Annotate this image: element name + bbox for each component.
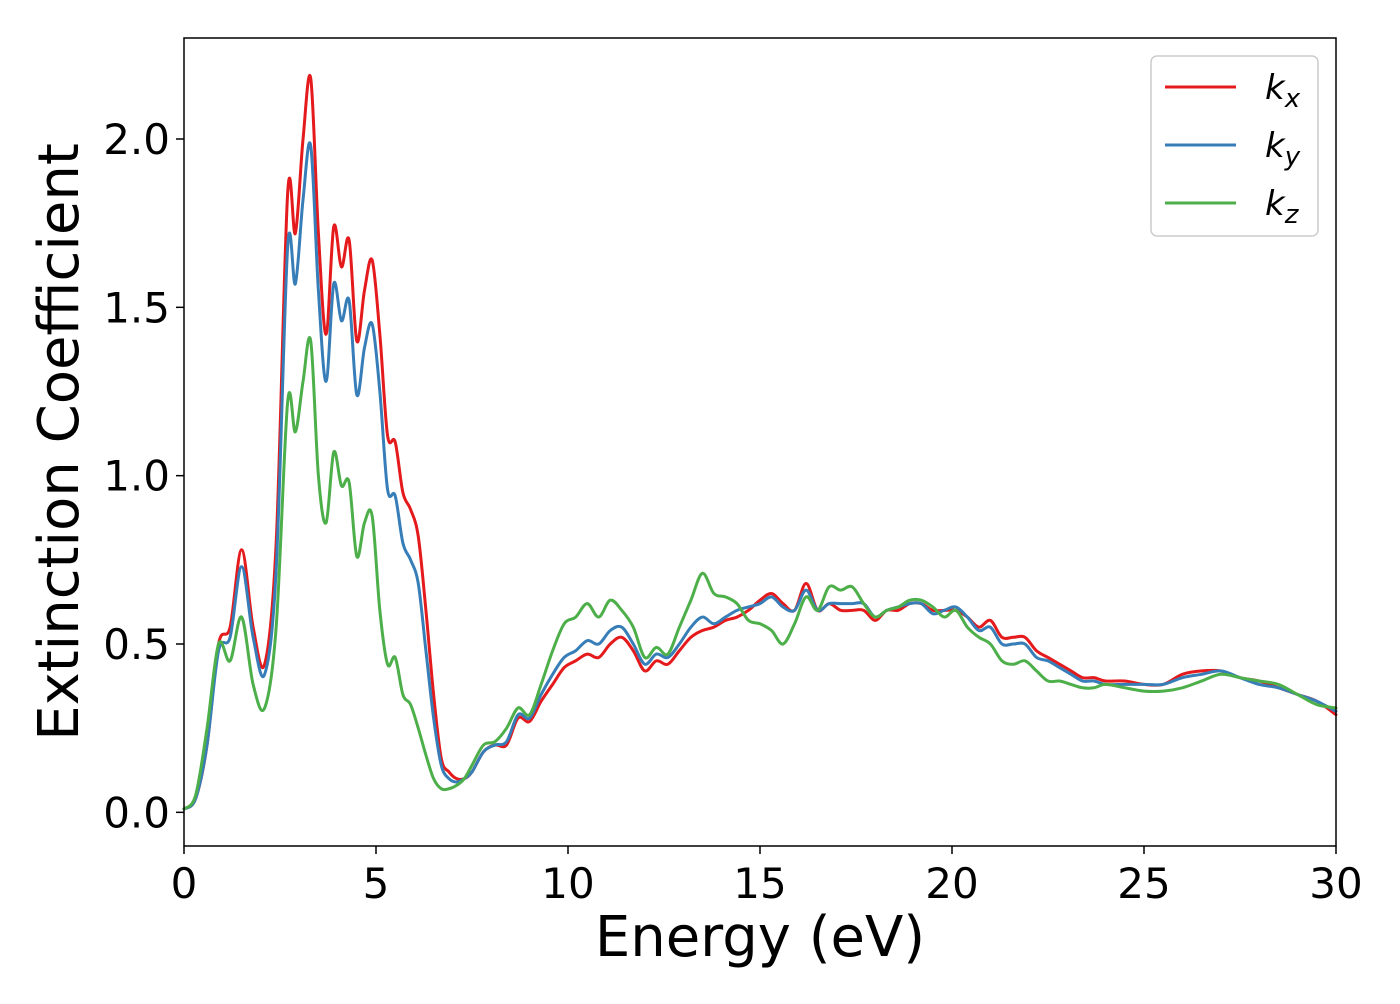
x-tick-label: 5: [363, 859, 390, 908]
series-layer: [182, 74, 1338, 811]
y-tick-label: 1.0: [103, 452, 170, 501]
y-tick-label: 1.5: [103, 283, 170, 332]
legend-entries: kx ky kz: [1165, 68, 1301, 230]
legend-label-ky: ky: [1265, 126, 1301, 172]
series-line-ky: [182, 141, 1338, 811]
y-tick-label: 0.5: [103, 620, 170, 669]
plot-area-background: [184, 38, 1336, 846]
y-ticks: 0.0 0.5 1.0 1.5 2.0: [103, 115, 184, 837]
x-tick-label: 10: [541, 859, 594, 908]
x-tick-label: 15: [733, 859, 786, 908]
legend-label-kz: kz: [1265, 184, 1300, 230]
y-tick-label: 0.0: [103, 788, 170, 837]
legend: kx ky kz: [1150, 55, 1319, 237]
series-line-kx: [182, 74, 1338, 811]
x-tick-label: 30: [1309, 859, 1362, 908]
x-tick-label: 20: [925, 859, 978, 908]
y-tick-label: 2.0: [103, 115, 170, 164]
x-tick-label: 25: [1117, 859, 1170, 908]
x-tick-label: 0: [171, 859, 198, 908]
series-line-kz: [182, 336, 1338, 811]
y-axis-label: Extinction Coefficient: [27, 143, 92, 741]
x-axis-label: Energy (eV): [595, 905, 925, 970]
legend-label-kx: kx: [1265, 68, 1301, 114]
x-ticks: 0 5 10 15 20 25 30: [171, 846, 1363, 908]
